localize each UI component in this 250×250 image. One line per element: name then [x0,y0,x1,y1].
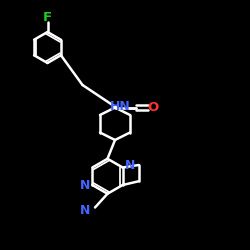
Text: N: N [80,204,90,216]
Text: N: N [124,159,135,172]
Text: F: F [43,12,52,24]
Text: HN: HN [110,100,130,113]
Text: N: N [80,179,90,192]
Text: O: O [148,101,159,114]
